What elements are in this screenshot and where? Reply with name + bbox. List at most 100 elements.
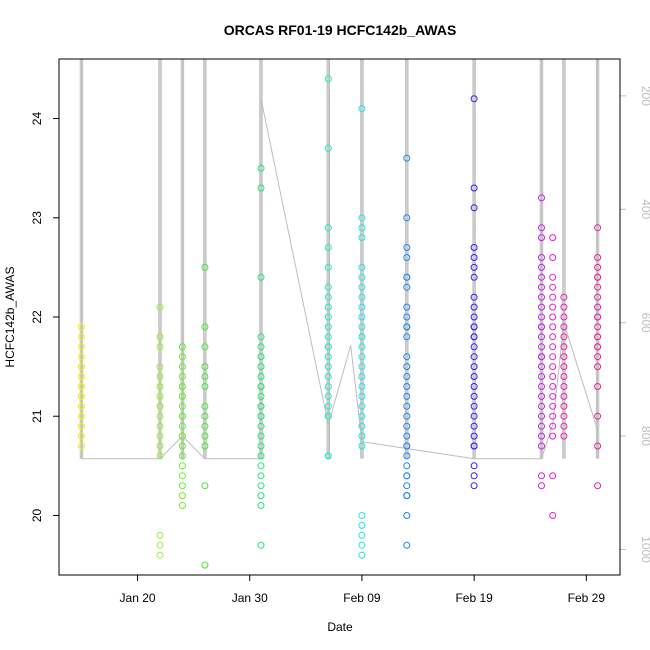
data-point-11-0 [560, 293, 568, 301]
data-point-3-5 [201, 383, 209, 390]
data-point-12-12 [594, 333, 602, 341]
data-point-7-14 [403, 373, 411, 380]
data-point-10-10 [549, 353, 557, 361]
data-point-6-2 [358, 224, 366, 232]
data-point-6-7 [358, 293, 366, 301]
data-point-9-3 [538, 254, 545, 261]
data-point-2-17 [178, 462, 186, 470]
data-point-5-16 [324, 383, 332, 390]
data-point-9-5 [538, 273, 545, 281]
data-point-2-8 [178, 392, 186, 400]
data-point-8-1 [470, 184, 478, 192]
data-point-7-26 [403, 472, 411, 480]
data-point-3-9 [201, 432, 209, 440]
data-point-5-9 [324, 323, 332, 331]
data-point-7-18 [403, 412, 411, 420]
data-point-7-13 [403, 363, 411, 371]
data-point-0-19 [77, 432, 85, 440]
data-point-4-3 [257, 333, 265, 341]
data-point-5-22 [324, 452, 332, 460]
data-point-0-7 [77, 373, 85, 380]
data-point-6-14 [358, 353, 366, 361]
data-point-5-17 [324, 392, 332, 400]
data-point-6-26 [358, 531, 366, 539]
data-point-8-4 [470, 254, 478, 261]
data-point-4-13 [257, 402, 265, 410]
data-point-2-3 [178, 363, 186, 371]
data-point-12-19 [594, 442, 602, 450]
data-point-8-11 [470, 323, 478, 331]
altitude-layer [79, 59, 600, 460]
data-point-1-2 [156, 333, 164, 341]
data-point-8-20 [470, 402, 478, 410]
data-point-6-4 [358, 263, 366, 271]
data-point-6-6 [358, 283, 366, 291]
data-point-12-0 [594, 224, 602, 232]
data-point-6-27 [358, 541, 366, 549]
y-tick-label-24: 24 [30, 112, 44, 126]
y-tick-label-22: 22 [30, 310, 44, 324]
data-point-8-9 [470, 313, 478, 321]
data-point-1-16 [156, 442, 164, 450]
data-point-9-2 [538, 234, 545, 242]
data-point-0-14 [77, 402, 85, 410]
data-point-6-8 [358, 303, 366, 311]
data-point-5-8 [324, 313, 332, 321]
data-point-8-2 [470, 204, 478, 212]
data-point-1-0 [156, 303, 164, 311]
y-tick-label-21: 21 [30, 409, 44, 423]
data-point-10-12 [549, 373, 557, 380]
data-point-12-5 [594, 283, 602, 291]
data-point-9-0 [538, 194, 545, 202]
plot-frame [58, 58, 621, 576]
data-point-5-14 [324, 363, 332, 371]
data-point-6-1 [358, 214, 366, 222]
data-point-5-13 [324, 353, 332, 361]
data-point-1-8 [156, 383, 164, 390]
data-point-6-10 [358, 323, 366, 331]
data-point-0-20 [77, 442, 85, 450]
chart-title: ORCAS RF01-19 HCFC142b_AWAS [224, 22, 457, 38]
data-point-7-31 [403, 541, 411, 549]
data-point-11-7 [560, 363, 568, 371]
data-point-5-4 [324, 263, 332, 271]
data-point-7-24 [403, 462, 411, 470]
data-point-0-0 [77, 323, 85, 331]
data-point-5-3 [324, 244, 332, 251]
y-tick-label-20: 20 [30, 508, 44, 522]
data-point-2-16 [178, 452, 186, 460]
data-point-2-4 [178, 373, 186, 380]
data-point-10-16 [549, 412, 557, 420]
data-point-11-3 [560, 323, 568, 331]
data-point-2-11 [178, 412, 186, 420]
data-point-4-19 [257, 452, 265, 460]
data-point-6-16 [358, 373, 366, 380]
data-point-8-27 [470, 472, 478, 480]
data-point-1-6 [156, 373, 164, 380]
data-point-7-6 [403, 283, 411, 291]
data-point-7-22 [403, 442, 411, 450]
data-point-8-17 [470, 373, 478, 380]
data-point-3-8 [201, 422, 209, 430]
data-point-5-5 [324, 283, 332, 291]
data-point-1-3 [156, 343, 164, 351]
data-point-4-16 [257, 422, 265, 430]
data-point-10-1 [549, 254, 557, 261]
data-point-3-4 [201, 373, 209, 380]
data-point-1-15 [156, 432, 164, 440]
data-point-2-18 [178, 472, 186, 480]
data-point-10-15 [549, 402, 557, 410]
data-point-6-0 [358, 105, 366, 113]
data-point-9-17 [538, 373, 545, 380]
data-point-6-17 [358, 383, 366, 390]
y-axis-label: HCFC142b_AWAS [3, 266, 17, 367]
data-point-5-2 [324, 224, 332, 232]
altitude-trace-line [81, 98, 599, 460]
data-point-7-30 [403, 512, 411, 519]
data-point-1-20 [156, 551, 164, 559]
data-point-1-12 [156, 402, 164, 410]
data-point-8-13 [470, 333, 478, 341]
data-point-2-1 [178, 343, 186, 351]
data-point-11-9 [560, 383, 568, 390]
